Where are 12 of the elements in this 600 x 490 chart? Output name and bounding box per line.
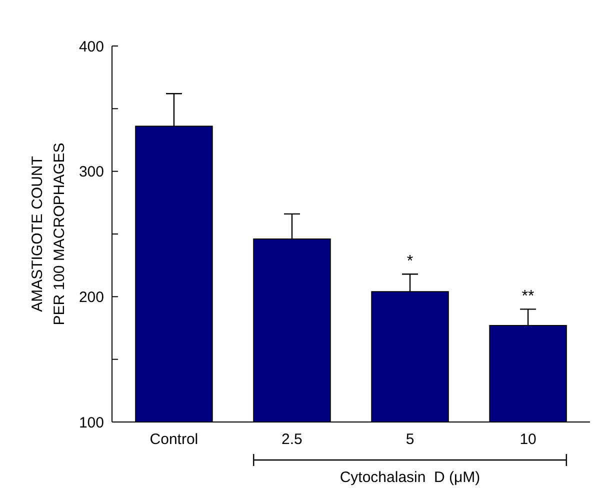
y-tick-label: 300 bbox=[78, 164, 104, 181]
x-tick-label: 5 bbox=[406, 431, 414, 448]
x-tick-label: 2.5 bbox=[282, 431, 302, 448]
y-tick-label: 100 bbox=[78, 414, 104, 432]
y-tick-label: 400 bbox=[78, 38, 104, 56]
y-axis-title: AMASTIGOTE COUNT PER 100 MACROPHAGES bbox=[29, 142, 68, 326]
x-tick-label: Control bbox=[150, 431, 198, 448]
annotation: ** bbox=[522, 288, 534, 306]
x-tick-label: 10 bbox=[520, 431, 536, 448]
y-tick-label: 200 bbox=[78, 288, 104, 306]
annotation: * bbox=[406, 253, 414, 270]
x-axis-title: Cytochalasin D (μM) bbox=[340, 469, 480, 486]
